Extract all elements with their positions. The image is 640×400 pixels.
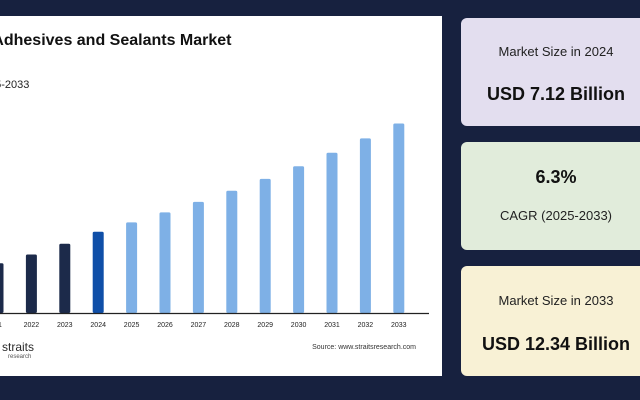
x-tick-label: 2022	[24, 322, 40, 329]
cagr-card: 6.3% CAGR (2025-2033)	[461, 142, 640, 250]
x-tick-label: 2025	[124, 322, 140, 329]
chart-title: one Adhesives and Sealants Market	[0, 32, 232, 49]
chart-subtitle: ast 2025-2033	[0, 79, 30, 91]
bar-2022	[25, 254, 37, 313]
bar-2031	[326, 152, 338, 313]
bar-2027	[192, 201, 204, 313]
bar-2024	[92, 231, 104, 313]
x-tick-label: 2027	[191, 322, 207, 329]
x-tick-label: 2029	[257, 322, 273, 329]
x-tick-label: 2026	[157, 322, 173, 329]
market-size-2024-card: Market Size in 2024 USD 7.12 Billion	[461, 18, 640, 126]
bar-2032	[359, 138, 371, 313]
stat-value: USD 12.34 Billion	[481, 334, 631, 354]
stat-label: CAGR (2025-2033)	[500, 208, 612, 223]
stat-value: USD 7.12 Billion	[486, 84, 626, 104]
stat-label: Market Size in 2024	[498, 44, 614, 59]
x-tick-label: 2031	[324, 322, 340, 329]
x-tick-label: 2028	[224, 322, 240, 329]
bar-2028	[226, 190, 238, 313]
bar-2029	[259, 178, 271, 313]
brand-logo: straits research	[0, 340, 40, 370]
chart-card: one Adhesives and Sealants Market ast 20…	[0, 16, 442, 376]
x-tick-label: 2033	[391, 322, 407, 329]
bar-2033	[393, 123, 405, 313]
x-tick-label: 2024	[90, 322, 106, 329]
x-tick-label: 2023	[57, 322, 73, 329]
x-tick-label: 2030	[291, 322, 307, 329]
bar-2023	[59, 243, 71, 313]
market-size-2033-card: Market Size in 2033 USD 12.34 Billion	[461, 266, 640, 376]
source-note: Source: www.straitsresearch.com	[312, 344, 416, 351]
bar-2025	[126, 222, 138, 313]
brand-name: straits	[2, 340, 35, 354]
stat-value: 6.3%	[535, 167, 577, 187]
stat-label: Market Size in 2033	[498, 293, 614, 308]
x-tick-label: 21	[0, 322, 2, 329]
bar-2030	[293, 166, 305, 313]
bar-21	[0, 263, 4, 313]
x-tick-label: 2032	[358, 322, 374, 329]
bar-chart: 21 2022 2023 2024 2025 2026 2027 2028 2029 2030 20…	[0, 123, 429, 329]
bar-2026	[159, 212, 171, 313]
brand-sub: research	[8, 354, 32, 360]
